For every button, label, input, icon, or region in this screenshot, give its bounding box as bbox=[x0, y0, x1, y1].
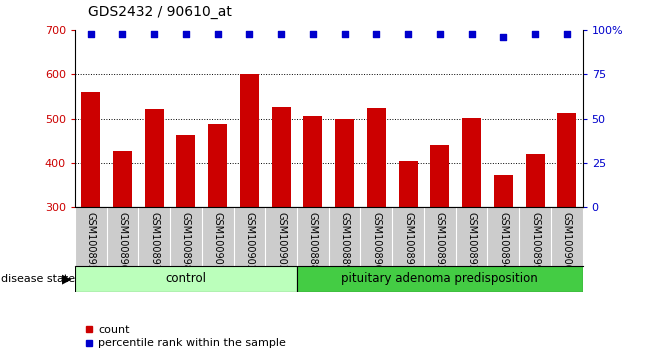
Bar bbox=[145, 109, 164, 340]
Bar bbox=[240, 74, 259, 340]
Point bbox=[339, 31, 350, 36]
Bar bbox=[335, 120, 354, 340]
Bar bbox=[208, 124, 227, 340]
Text: GSM100897: GSM100897 bbox=[149, 212, 159, 271]
Bar bbox=[398, 161, 418, 340]
Bar bbox=[462, 118, 481, 340]
Point bbox=[530, 31, 540, 36]
Bar bbox=[303, 116, 322, 340]
Point bbox=[403, 31, 413, 36]
Point bbox=[149, 31, 159, 36]
Text: GSM100893: GSM100893 bbox=[467, 212, 477, 271]
Bar bbox=[297, 266, 583, 292]
Text: GSM100898: GSM100898 bbox=[181, 212, 191, 271]
Point bbox=[498, 34, 508, 40]
Bar bbox=[525, 154, 544, 340]
Point bbox=[181, 31, 191, 36]
Text: GDS2432 / 90610_at: GDS2432 / 90610_at bbox=[88, 5, 232, 19]
Point bbox=[244, 31, 255, 36]
Legend: count, percentile rank within the sample: count, percentile rank within the sample bbox=[81, 321, 290, 353]
Point bbox=[435, 31, 445, 36]
Text: GSM100891: GSM100891 bbox=[403, 212, 413, 271]
Text: GSM100903: GSM100903 bbox=[276, 212, 286, 271]
Point bbox=[212, 31, 223, 36]
Text: GSM100896: GSM100896 bbox=[117, 212, 128, 271]
Text: GSM100899: GSM100899 bbox=[530, 212, 540, 271]
Bar bbox=[176, 135, 195, 340]
Bar bbox=[271, 107, 290, 340]
Text: GSM100889: GSM100889 bbox=[340, 212, 350, 271]
Point bbox=[562, 31, 572, 36]
Text: ▶: ▶ bbox=[62, 272, 72, 285]
Text: GSM100890: GSM100890 bbox=[371, 212, 381, 271]
Text: pituitary adenoma predisposition: pituitary adenoma predisposition bbox=[342, 272, 538, 285]
Text: GSM100895: GSM100895 bbox=[86, 212, 96, 271]
Bar bbox=[113, 151, 132, 340]
Text: GSM100902: GSM100902 bbox=[244, 212, 255, 271]
Text: disease state: disease state bbox=[1, 274, 75, 284]
Point bbox=[308, 31, 318, 36]
Point bbox=[276, 31, 286, 36]
Text: control: control bbox=[165, 272, 206, 285]
Bar bbox=[367, 108, 386, 340]
Point bbox=[117, 31, 128, 36]
Text: GSM100900: GSM100900 bbox=[562, 212, 572, 271]
Text: GSM100892: GSM100892 bbox=[435, 212, 445, 271]
Bar bbox=[430, 145, 449, 340]
Bar bbox=[75, 266, 297, 292]
Text: GSM100901: GSM100901 bbox=[213, 212, 223, 271]
Point bbox=[466, 31, 477, 36]
Point bbox=[371, 31, 381, 36]
Text: GSM100894: GSM100894 bbox=[498, 212, 508, 271]
Bar bbox=[493, 175, 513, 340]
Bar bbox=[81, 92, 100, 340]
Point bbox=[85, 31, 96, 36]
Text: GSM100888: GSM100888 bbox=[308, 212, 318, 271]
Bar bbox=[557, 113, 576, 340]
